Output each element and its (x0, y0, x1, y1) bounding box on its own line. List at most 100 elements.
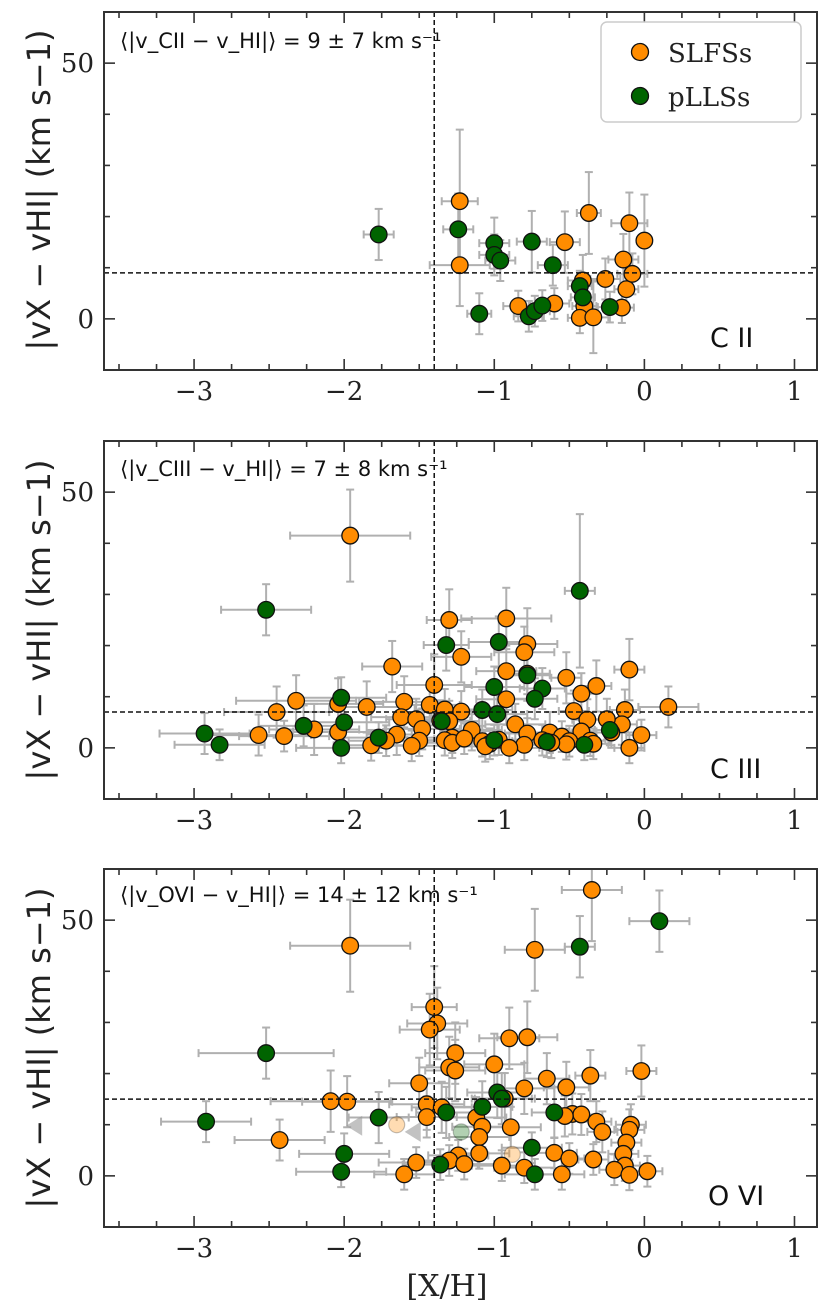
data-point-pllss (437, 636, 456, 655)
data-point-slfss (581, 1066, 600, 1085)
data-point-pllss (437, 1103, 456, 1122)
data-point-slfss (506, 715, 525, 734)
data-point-slfss (450, 256, 469, 275)
data-point-slfss (620, 1165, 639, 1184)
data-point-pllss (537, 732, 556, 751)
data-point-slfss (605, 1160, 624, 1179)
errorbars-c-ii (362, 128, 653, 355)
data-point-slfss (584, 308, 603, 327)
legend: SLFSs pLLSs (600, 21, 802, 123)
faded-data-point (503, 1145, 521, 1163)
y-axis-label-o-vi: |vX − vHI| (km s−1) (20, 888, 58, 1209)
data-point-slfss (572, 684, 591, 703)
data-point-pllss (473, 1097, 492, 1116)
data-point-pllss (488, 705, 507, 724)
x-tick-label: −1 (475, 377, 513, 407)
ticks-c-iii: −3 −2 −1 0 1 0 50 (61, 440, 817, 836)
x-tick-label: 0 (636, 806, 653, 836)
data-point-slfss (338, 1092, 357, 1111)
data-point-slfss (579, 204, 598, 222)
data-point-slfss (564, 702, 583, 720)
data-point-slfss (410, 1074, 429, 1093)
axes-frame-c-iii (103, 440, 818, 800)
legend-marker-slfs (630, 42, 650, 62)
data-point-slfss (555, 233, 574, 252)
mean-annotation-o-vi: ⟨|v_OVI − v_HI|⟩ = 14 ± 12 km s⁻¹ (120, 883, 478, 908)
x-tick-label: −3 (175, 1234, 213, 1264)
data-point-pllss (470, 304, 489, 323)
faded-data-point (388, 1116, 406, 1134)
data-point-pllss (543, 256, 562, 275)
data-point-pllss (570, 937, 589, 956)
data-point-slfss (632, 1062, 651, 1080)
data-point-slfss (638, 1162, 657, 1181)
data-point-slfss (450, 192, 469, 211)
x-tick-label: 1 (786, 1234, 803, 1264)
x-tick-label: −1 (475, 806, 513, 836)
x-axis-label: [X/H] (406, 1269, 487, 1304)
x-tick-label: −2 (325, 377, 363, 407)
data-point-pllss (570, 581, 589, 600)
data-point-slfss (446, 1061, 465, 1080)
data-point-slfss (470, 1128, 489, 1146)
y-tick-label: 50 (61, 478, 94, 508)
data-point-slfss (587, 677, 606, 695)
data-point-pllss (332, 688, 351, 707)
data-point-slfss (249, 726, 268, 745)
ticks-o-vi: −3 −2 −1 0 1 0 50 (61, 868, 817, 1264)
data-point-slfss (620, 660, 639, 679)
data-point-slfss (407, 1153, 426, 1172)
data-point-slfss (623, 264, 642, 283)
data-point-slfss (341, 936, 360, 955)
data-point-slfss (537, 1069, 556, 1088)
y-axis-label-c-iii: |vX − vHI| (km s−1) (20, 460, 58, 781)
data-point-slfss (584, 1150, 603, 1169)
data-point-slfss (420, 695, 439, 714)
data-point-pllss (533, 296, 552, 315)
axes-frame-c-ii (103, 11, 818, 371)
data-point-pllss (473, 701, 492, 719)
legend-marker-plls (630, 86, 650, 106)
data-point-pllss (522, 1138, 541, 1157)
data-point-slfss (635, 231, 654, 250)
data-point-pllss (210, 735, 229, 754)
data-point-pllss (335, 713, 354, 732)
data-point-slfss (383, 657, 402, 676)
data-point-slfss (497, 662, 516, 681)
legend-label-plls: pLLSs (668, 83, 750, 113)
data-point-pllss (491, 251, 510, 270)
data-point-pllss (369, 225, 388, 244)
data-point-slfss (525, 940, 544, 959)
data-point-slfss (572, 1105, 591, 1124)
data-point-pllss (650, 912, 669, 931)
data-point-slfss (500, 1029, 519, 1048)
data-point-pllss (432, 712, 451, 731)
data-point-slfss (492, 1156, 511, 1175)
data-point-slfss (596, 270, 615, 288)
data-point-pllss (195, 724, 214, 743)
data-point-pllss (369, 728, 388, 747)
data-point-slfss (497, 609, 516, 628)
data-point-slfss (515, 1079, 534, 1098)
panel-o-vi: −3 −2 −1 0 1 0 50 ⟨|v_OVI − v_HI|⟩ = 14 ± 12 k… (20, 868, 818, 1264)
mean-annotation-c-ii: ⟨|v_CII − v_HI|⟩ = 9 ± 7 km s⁻¹ (120, 29, 441, 54)
data-point-slfss (552, 1165, 571, 1184)
data-point-pllss (294, 716, 313, 735)
x-tick-label: −1 (475, 1234, 513, 1264)
data-point-slfss (593, 1122, 612, 1141)
upper-limit-arrow (404, 1121, 421, 1142)
data-point-slfss (440, 611, 459, 629)
data-point-slfss (501, 1118, 520, 1137)
data-point-pllss (575, 735, 594, 754)
data-point-pllss (369, 1108, 388, 1127)
data-point-pllss (600, 721, 619, 739)
ion-label-o-vi: O VI (708, 1181, 764, 1212)
x-tick-label: 0 (636, 377, 653, 407)
ion-label-c-ii: C II (710, 323, 753, 354)
data-point-slfss (557, 668, 576, 687)
data-point-pllss (257, 1044, 276, 1063)
data-point-pllss (600, 298, 619, 317)
data-point-slfss (614, 250, 633, 269)
x-tick-label: 1 (786, 377, 803, 407)
